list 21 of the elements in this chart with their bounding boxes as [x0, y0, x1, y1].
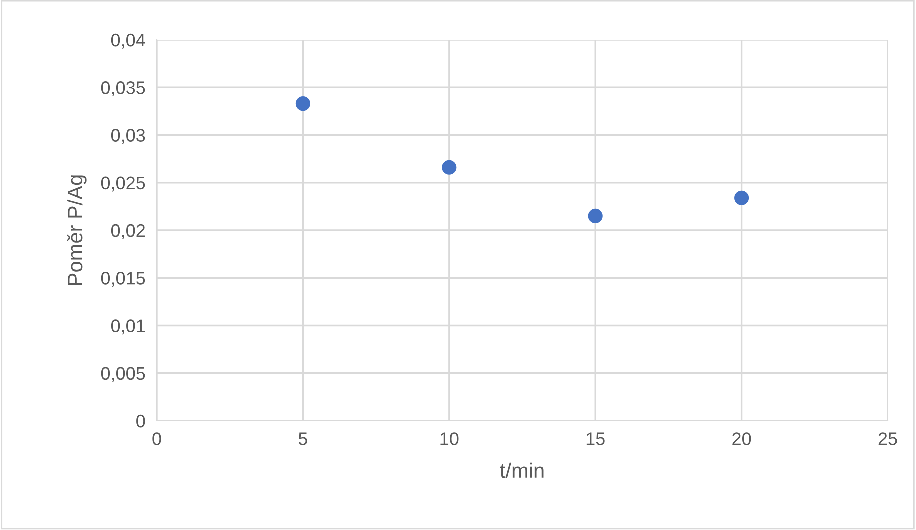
y-tick-label: 0,035: [101, 82, 146, 96]
x-axis-title: t/min: [500, 462, 544, 478]
x-tick-label: 0: [152, 432, 162, 446]
y-tick-label: 0,005: [101, 367, 146, 382]
y-tick-label: 0,015: [101, 272, 146, 287]
y-tick-label: 0,03: [111, 129, 146, 144]
y-tick-label: 0,01: [111, 320, 146, 335]
x-tick-label: 5: [298, 432, 308, 446]
point: [442, 160, 457, 175]
x-tick-label: 10: [440, 432, 459, 446]
x-tick-label: 15: [586, 432, 605, 446]
y-axis-title: Poměr P/Ag: [67, 176, 87, 285]
x-tick-label: 25: [878, 432, 898, 446]
point: [588, 208, 603, 224]
y-tick-label: 0,025: [101, 176, 146, 192]
y-tick-label: 0,04: [111, 34, 146, 49]
x-tick-label: 20: [732, 432, 752, 446]
y-tick-label: 0: [136, 414, 146, 428]
point: [296, 96, 310, 112]
point: [734, 190, 750, 206]
y-tick-label: 0,02: [111, 224, 145, 240]
